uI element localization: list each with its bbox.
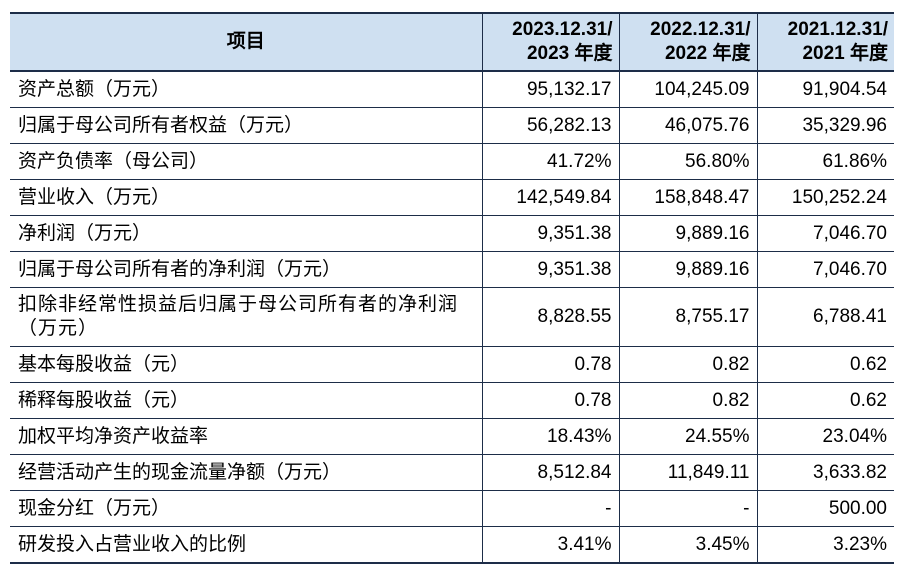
cell-2023: 8,512.84 bbox=[481, 454, 620, 491]
row-label: 营业收入（万元） bbox=[10, 179, 483, 216]
header-period-2022-date: 2022.12.31/ bbox=[650, 19, 751, 40]
cell-2021: 91,904.54 bbox=[756, 71, 894, 108]
table-row: 加权平均净资产收益率 18.43% 24.55% 23.04% bbox=[10, 418, 894, 455]
cell-2022: 158,848.47 bbox=[618, 179, 758, 216]
cell-2022: 46,075.76 bbox=[618, 107, 758, 144]
row-label: 稀释每股收益（元） bbox=[10, 382, 483, 419]
cell-2021: 6,788.41 bbox=[756, 287, 894, 347]
cell-2023: 8,828.55 bbox=[481, 287, 620, 347]
cell-2023: - bbox=[481, 490, 620, 527]
cell-2021: 61.86% bbox=[756, 143, 894, 180]
header-period-2022: 2022.12.31/ 2022 年度 bbox=[618, 12, 758, 72]
cell-2021: 7,046.70 bbox=[756, 251, 894, 288]
row-label: 加权平均净资产收益率 bbox=[10, 418, 483, 455]
cell-2022: 9,889.16 bbox=[618, 215, 758, 252]
table-row: 稀释每股收益（元） 0.78 0.82 0.62 bbox=[10, 382, 894, 419]
table-row: 资产总额（万元） 95,132.17 104,245.09 91,904.54 bbox=[10, 71, 894, 108]
cell-2023: 18.43% bbox=[481, 418, 620, 455]
cell-2021: 3,633.82 bbox=[756, 454, 894, 491]
table-row: 归属于母公司所有者的净利润（万元） 9,351.38 9,889.16 7,04… bbox=[10, 251, 894, 288]
header-period-2021-year: 2021 年度 bbox=[802, 43, 888, 64]
cell-2021: 500.00 bbox=[756, 490, 894, 527]
header-period-2021: 2021.12.31/ 2021 年度 bbox=[756, 12, 894, 72]
table-row: 现金分红（万元） - - 500.00 bbox=[10, 490, 894, 527]
row-label: 基本每股收益（元） bbox=[10, 346, 483, 383]
table-row: 净利润（万元） 9,351.38 9,889.16 7,046.70 bbox=[10, 215, 894, 252]
header-row: 项目 2023.12.31/ 2023 年度 2022.12.31/ 2022 … bbox=[10, 12, 894, 72]
row-label: 资产总额（万元） bbox=[10, 71, 483, 108]
table-body: 资产总额（万元） 95,132.17 104,245.09 91,904.54 … bbox=[10, 71, 894, 564]
cell-2023: 0.78 bbox=[481, 346, 620, 383]
cell-2023: 41.72% bbox=[481, 143, 620, 180]
cell-2021: 0.62 bbox=[756, 382, 894, 419]
cell-2022: 104,245.09 bbox=[618, 71, 758, 108]
cell-2021: 150,252.24 bbox=[756, 179, 894, 216]
cell-2023: 95,132.17 bbox=[481, 71, 620, 108]
row-label: 归属于母公司所有者权益（万元） bbox=[10, 107, 483, 144]
cell-2023: 9,351.38 bbox=[481, 215, 620, 252]
cell-2021: 7,046.70 bbox=[756, 215, 894, 252]
row-label: 扣除非经常性损益后归属于母公司所有者的净利润（万元） bbox=[10, 287, 483, 347]
cell-2022: 8,755.17 bbox=[618, 287, 758, 347]
cell-2022: - bbox=[618, 490, 758, 527]
header-period-2023: 2023.12.31/ 2023 年度 bbox=[481, 12, 620, 72]
row-label: 净利润（万元） bbox=[10, 215, 483, 252]
header-period-2022-year: 2022 年度 bbox=[664, 43, 751, 64]
financial-summary-table: 项目 2023.12.31/ 2023 年度 2022.12.31/ 2022 … bbox=[10, 12, 894, 564]
cell-2021: 35,329.96 bbox=[756, 107, 894, 144]
cell-2021: 23.04% bbox=[756, 418, 894, 455]
cell-2022: 3.45% bbox=[618, 526, 758, 564]
cell-2022: 24.55% bbox=[618, 418, 758, 455]
table-header: 项目 2023.12.31/ 2023 年度 2022.12.31/ 2022 … bbox=[10, 12, 894, 72]
cell-2021: 3.23% bbox=[756, 526, 894, 564]
row-label: 经营活动产生的现金流量净额（万元） bbox=[10, 454, 483, 491]
cell-2021: 0.62 bbox=[756, 346, 894, 383]
table-row: 基本每股收益（元） 0.78 0.82 0.62 bbox=[10, 346, 894, 383]
cell-2023: 3.41% bbox=[481, 526, 620, 564]
row-label: 归属于母公司所有者的净利润（万元） bbox=[10, 251, 483, 288]
header-period-2023-date: 2023.12.31/ bbox=[512, 19, 613, 40]
header-item: 项目 bbox=[10, 12, 483, 72]
cell-2022: 0.82 bbox=[618, 382, 758, 419]
table-row: 研发投入占营业收入的比例 3.41% 3.45% 3.23% bbox=[10, 526, 894, 564]
cell-2022: 0.82 bbox=[618, 346, 758, 383]
cell-2022: 56.80% bbox=[618, 143, 758, 180]
financial-table-container: 项目 2023.12.31/ 2023 年度 2022.12.31/ 2022 … bbox=[10, 12, 894, 564]
table-row: 资产负债率（母公司） 41.72% 56.80% 61.86% bbox=[10, 143, 894, 180]
cell-2023: 9,351.38 bbox=[481, 251, 620, 288]
cell-2023: 0.78 bbox=[481, 382, 620, 419]
row-label: 研发投入占营业收入的比例 bbox=[10, 526, 483, 564]
row-label: 现金分红（万元） bbox=[10, 490, 483, 527]
table-row: 营业收入（万元） 142,549.84 158,848.47 150,252.2… bbox=[10, 179, 894, 216]
cell-2023: 56,282.13 bbox=[481, 107, 620, 144]
cell-2022: 9,889.16 bbox=[618, 251, 758, 288]
header-period-2021-date: 2021.12.31/ bbox=[787, 19, 888, 40]
header-period-2023-year: 2023 年度 bbox=[526, 43, 613, 64]
cell-2023: 142,549.84 bbox=[481, 179, 620, 216]
cell-2022: 11,849.11 bbox=[618, 454, 758, 491]
row-label: 资产负债率（母公司） bbox=[10, 143, 483, 180]
table-row: 归属于母公司所有者权益（万元） 56,282.13 46,075.76 35,3… bbox=[10, 107, 894, 144]
table-row: 经营活动产生的现金流量净额（万元） 8,512.84 11,849.11 3,6… bbox=[10, 454, 894, 491]
table-row: 扣除非经常性损益后归属于母公司所有者的净利润（万元） 8,828.55 8,75… bbox=[10, 287, 894, 347]
